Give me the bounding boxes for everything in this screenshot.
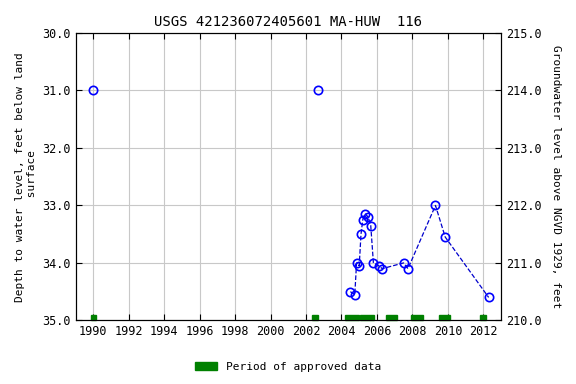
Bar (386, 315, 397, 320)
Legend: Period of approved data: Period of approved data (191, 358, 385, 377)
Bar (439, 315, 450, 320)
Bar (411, 315, 423, 320)
Bar (360, 315, 374, 320)
Y-axis label: Groundwater level above NGVD 1929, feet: Groundwater level above NGVD 1929, feet (551, 45, 561, 308)
Y-axis label: Depth to water level, feet below land
 surface: Depth to water level, feet below land su… (15, 52, 37, 301)
Bar (345, 315, 359, 320)
Title: USGS 421236072405601 MA-HUW  116: USGS 421236072405601 MA-HUW 116 (154, 15, 422, 29)
Bar (480, 315, 486, 320)
Bar (92, 315, 96, 320)
Bar (312, 315, 317, 320)
